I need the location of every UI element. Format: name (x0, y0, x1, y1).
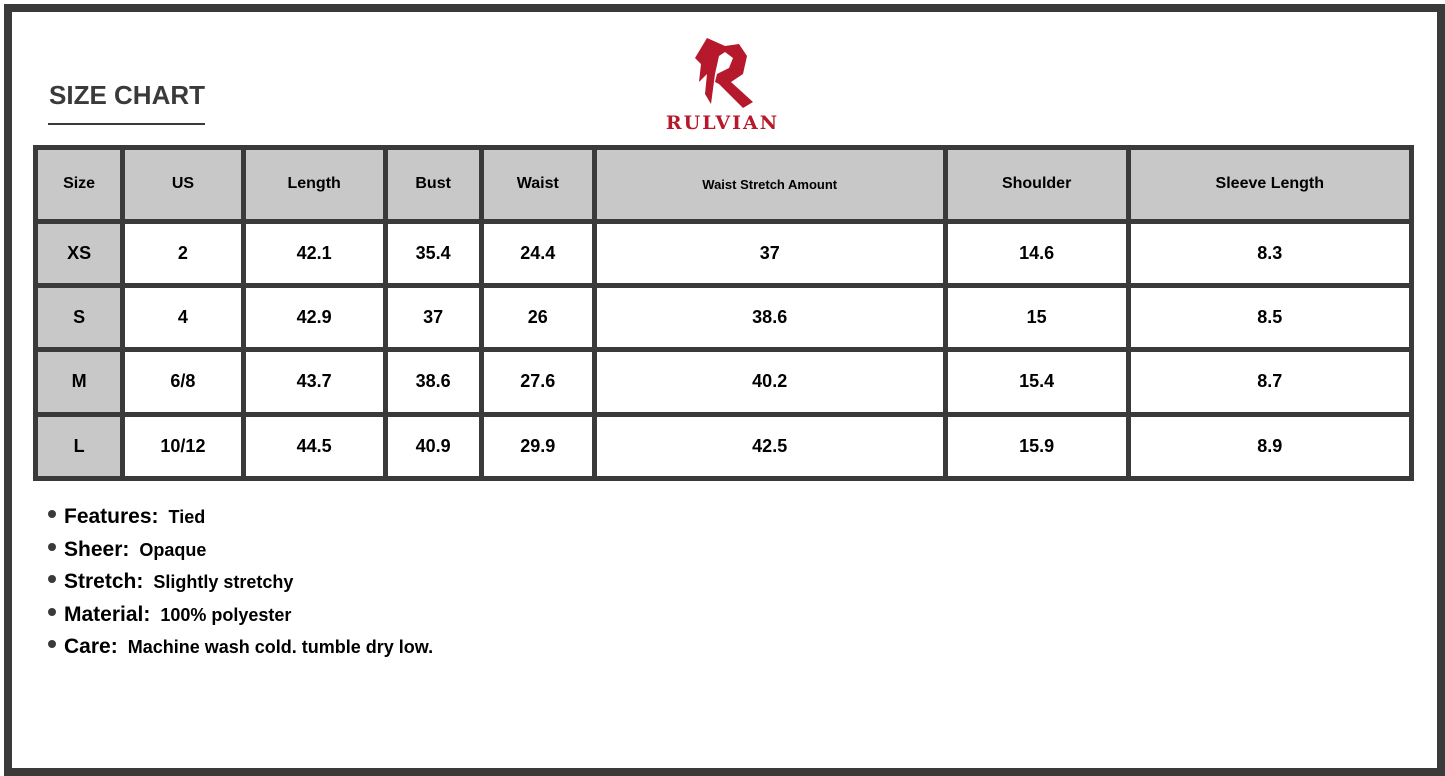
feature-label: Features: (64, 505, 159, 528)
column-header: Shoulder (947, 150, 1126, 219)
table-cell: 8.7 (1130, 352, 1409, 412)
table-cell: 8.9 (1130, 416, 1409, 476)
bullet-icon (48, 510, 56, 518)
title-underline (48, 123, 205, 125)
table-cell: 14.6 (947, 223, 1126, 283)
table-cell: 42.1 (245, 223, 383, 283)
column-header: Waist Stretch Amount (596, 150, 943, 219)
feature-label: Material: (64, 602, 151, 626)
table-row: S 4 42.9 37 26 38.6 15 8.5 (38, 288, 1409, 348)
column-header: US (125, 150, 241, 219)
table-cell: 27.6 (483, 352, 592, 412)
table-cell: 43.7 (245, 352, 383, 412)
feature-item: Features: Tied (48, 505, 433, 538)
column-header: Waist (483, 150, 592, 219)
table-header-row: Size US Length Bust Waist Waist Stretch Amoun… (38, 150, 1409, 219)
feature-item: Care: Machine wash cold. tumble dry low. (48, 635, 433, 668)
brand-logo-r-icon (695, 38, 753, 108)
table-cell: 38.6 (596, 288, 943, 348)
table-cell: 8.3 (1130, 223, 1409, 283)
size-label-cell: XS (38, 223, 121, 283)
table-cell: 29.9 (483, 416, 592, 476)
table-cell: 15.4 (947, 352, 1126, 412)
table-cell: 37 (387, 288, 479, 348)
feature-value: Tied (168, 507, 206, 527)
table-cell: 15.9 (947, 416, 1126, 476)
table-cell: 42.9 (245, 288, 383, 348)
table-cell: 44.5 (245, 416, 383, 476)
table-cell: 15 (947, 288, 1126, 348)
feature-item: Material: 100% polyester (48, 603, 433, 636)
table-row: XS 2 42.1 35.4 24.4 37 14.6 8.3 (38, 223, 1409, 283)
size-label-cell: S (38, 288, 121, 348)
bullet-icon (48, 640, 56, 648)
size-table: Size US Length Bust Waist Waist Stretch Amoun… (33, 145, 1414, 481)
page-title: SIZE CHART (49, 80, 205, 110)
table-row: L 10/12 44.5 40.9 29.9 42.5 15.9 8.9 (38, 416, 1409, 476)
feature-label: Care: (64, 635, 118, 658)
table-cell: 40.9 (387, 416, 479, 476)
table-cell: 26 (483, 288, 592, 348)
table-cell: 40.2 (596, 352, 943, 412)
table-cell: 8.5 (1130, 288, 1409, 348)
column-header: Size (38, 150, 121, 219)
table-row: M 6/8 43.7 38.6 27.6 40.2 15.4 8.7 (38, 352, 1409, 412)
column-header: Length (245, 150, 383, 219)
feature-value: Machine wash cold. tumble dry low. (127, 637, 434, 657)
feature-label: Sheer: (64, 537, 130, 561)
feature-item: Sheer: Opaque (48, 538, 433, 571)
bullet-icon (48, 575, 56, 583)
table-cell: 2 (125, 223, 241, 283)
table-cell: 42.5 (596, 416, 943, 476)
table-cell: 35.4 (387, 223, 479, 283)
size-label-cell: L (38, 416, 121, 476)
table-cell: 4 (125, 288, 241, 348)
table-cell: 38.6 (387, 352, 479, 412)
feature-value: 100% polyester (160, 604, 292, 625)
feature-value: Slightly stretchy (153, 572, 294, 592)
column-header: Bust (387, 150, 479, 219)
table-cell: 37 (596, 223, 943, 283)
bullet-icon (48, 542, 56, 551)
table-cell: 6/8 (125, 352, 241, 412)
feature-list: Features: Tied Sheer: Opaque Stretch: Slightl… (48, 505, 433, 668)
column-header: Sleeve Length (1130, 150, 1409, 219)
feature-label: Stretch: (64, 570, 144, 593)
table-cell: 10/12 (125, 416, 241, 476)
brand-name: RULVIAN (665, 112, 780, 134)
table-cell: 24.4 (483, 223, 592, 283)
feature-item: Stretch: Slightly stretchy (48, 570, 433, 603)
bullet-icon (48, 607, 56, 616)
brand-logo: RULVIAN (655, 34, 790, 134)
feature-value: Opaque (139, 539, 207, 560)
size-label-cell: M (38, 352, 121, 412)
